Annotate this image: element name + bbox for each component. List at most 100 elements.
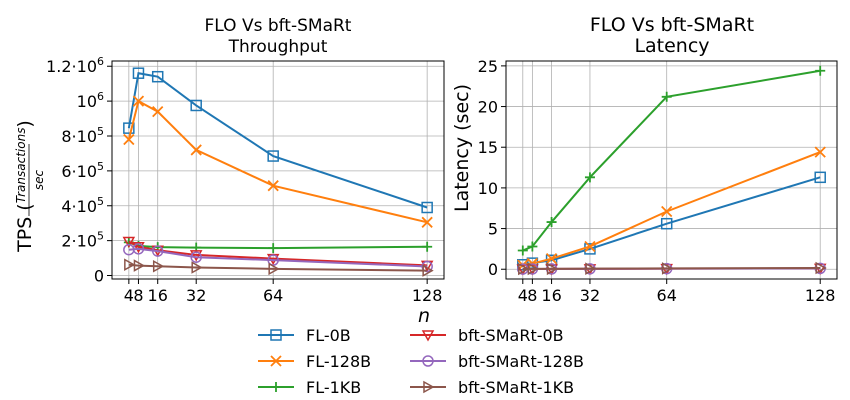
data-point — [546, 262, 559, 276]
data-point — [661, 205, 673, 218]
series-bft-SMaRt-1KB — [518, 261, 827, 276]
legend-label: FL-128B — [306, 352, 371, 371]
x-tick-label: 32 — [186, 286, 206, 305]
y-tick-label: 0 — [488, 260, 498, 279]
throughput-panel: 4 8 16 32 64 128 0 2·105 4·105 6·105 8·105 106 1.2·1… — [46, 55, 445, 305]
data-point — [661, 262, 674, 275]
data-point — [584, 172, 595, 183]
data-point — [132, 95, 145, 107]
y-tick-label: 8·105 — [61, 125, 104, 146]
series-line — [128, 240, 428, 267]
data-point — [190, 144, 202, 156]
shared-x-axis-label: n — [418, 305, 430, 327]
left-chart-subtitle: Throughput — [228, 37, 328, 57]
x-tick-label: 4 — [518, 286, 528, 305]
y-tick-label: 106 — [77, 90, 104, 111]
legend-entry-bft-SMaRt-0B: bft-SMaRt-0B — [410, 326, 564, 345]
data-point — [190, 251, 202, 263]
series-line — [127, 99, 428, 224]
legend-entry-FL-128B: FL-128B — [258, 352, 371, 371]
data-point — [152, 105, 164, 118]
right-chart-title: FLO Vs bft-SMaRt — [590, 14, 754, 36]
data-point — [268, 243, 279, 254]
x-tick-label: 32 — [580, 286, 600, 305]
x-tick-label: 8 — [527, 286, 537, 305]
data-point — [421, 201, 433, 214]
data-point — [545, 253, 558, 265]
x-tick-label: 64 — [263, 286, 283, 305]
data-point — [191, 261, 203, 274]
data-point — [267, 180, 279, 192]
data-point — [267, 254, 279, 266]
data-point — [517, 245, 528, 256]
series-line — [127, 72, 428, 209]
data-point — [151, 245, 164, 257]
data-point — [124, 258, 136, 271]
x-tick-label: 128 — [805, 286, 836, 305]
y-tick-label: 2·105 — [61, 230, 104, 251]
left-ylabel-fraction-denominator-group: sec — [28, 144, 46, 216]
legend-entry-FL-0B: FL-0B — [258, 326, 351, 345]
legend-marker — [422, 355, 434, 367]
data-point — [132, 241, 145, 254]
data-point — [123, 133, 135, 146]
data-point — [267, 150, 279, 162]
data-point — [815, 261, 827, 275]
left-y-axis-label: TPS (Transactions) — [14, 120, 36, 253]
legend-marker — [270, 355, 282, 367]
left-ylabel-suffix: ) — [14, 120, 36, 127]
right-chart-subtitle: Latency — [634, 35, 709, 57]
left-ylabel-fraction-denominator: sec — [32, 169, 46, 190]
series-FL-1KB — [517, 65, 826, 256]
right-y-axis-label: Latency (sec) — [451, 84, 473, 212]
left-chart-title: FLO Vs bft-SMaRt — [205, 16, 352, 36]
data-point — [661, 91, 672, 102]
legend-label: FL-0B — [306, 326, 351, 345]
data-point — [189, 250, 203, 262]
data-point — [527, 262, 539, 276]
series-bft-SMaRt-1KB — [124, 258, 434, 277]
data-point — [422, 241, 433, 252]
data-point — [814, 171, 826, 184]
y-tick-label: 1.2·106 — [46, 55, 104, 76]
left-ylabel-prefix: TPS ( — [14, 203, 36, 253]
series-FL-128B — [123, 95, 433, 228]
svg-text:TPS (Transactions): TPS (Transactions) — [14, 120, 36, 253]
data-point — [814, 146, 826, 158]
data-point — [546, 217, 557, 228]
y-tick-label: 6·105 — [61, 160, 104, 181]
data-point — [421, 216, 433, 228]
y-tick-label: 20 — [478, 98, 498, 117]
series-line — [522, 267, 821, 270]
x-tick-label: 128 — [412, 286, 443, 305]
series-line — [522, 151, 821, 267]
y-tick-label: 4·105 — [61, 195, 104, 216]
y-tick-label: 0 — [94, 267, 104, 286]
y-tick-label: 15 — [478, 138, 498, 157]
y-tick-label: 5 — [488, 220, 498, 239]
legend: FL-0B FL-128B FL-1KB bft-SMaRt-0B bft-SMaRt-… — [258, 326, 584, 397]
legend-marker — [421, 330, 435, 342]
legend-entry-bft-SMaRt-128B: bft-SMaRt-128B — [410, 352, 584, 371]
series-FL-0B — [123, 67, 433, 214]
data-point — [421, 260, 433, 273]
data-point — [518, 262, 530, 276]
data-point — [268, 262, 280, 276]
legend-label: bft-SMaRt-0B — [458, 326, 564, 345]
x-tick-label: 64 — [657, 286, 677, 305]
data-point — [660, 217, 673, 230]
left-ylabel-fraction-numerator: Transactions — [14, 128, 28, 204]
data-point — [585, 262, 597, 275]
data-point — [132, 67, 145, 79]
legend-marker — [270, 329, 282, 341]
legend-label: bft-SMaRt-1KB — [458, 378, 574, 397]
data-point — [422, 264, 434, 277]
data-point — [584, 240, 596, 253]
x-tick-label: 8 — [133, 286, 143, 305]
data-point — [132, 243, 145, 255]
data-point — [190, 99, 202, 112]
data-point — [151, 70, 164, 83]
data-point — [122, 236, 136, 249]
series-bft-SMaRt-128B — [123, 243, 433, 273]
